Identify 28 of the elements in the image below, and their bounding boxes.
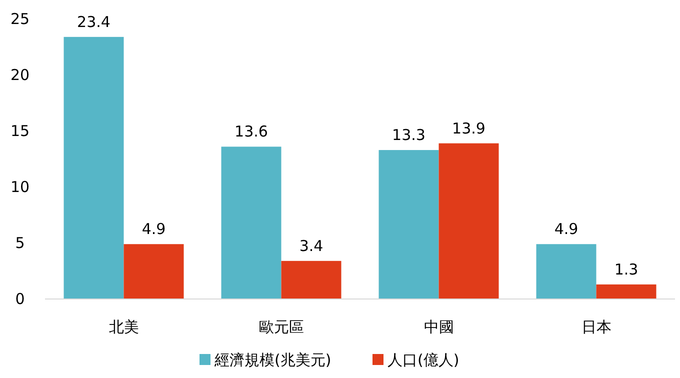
bar: [378, 150, 439, 299]
x-tick-label: 日本: [581, 318, 612, 336]
y-tick-label: 15: [10, 122, 30, 140]
bar: [596, 284, 656, 299]
x-tick-label: 北美: [108, 318, 139, 336]
data-label: 13.9: [452, 119, 486, 138]
data-label: 4.9: [554, 220, 578, 238]
data-label: 4.9: [142, 220, 166, 238]
legend-label: 人口(億人): [388, 351, 460, 369]
data-label: 3.4: [299, 236, 324, 255]
y-tick-label: 10: [10, 178, 30, 196]
bar: [438, 143, 499, 299]
bar: [64, 36, 124, 299]
bar: [281, 260, 342, 299]
data-label: 1.3: [614, 260, 638, 278]
y-tick-label: 0: [15, 290, 25, 308]
legend-label: 經濟規模(兆美元): [214, 351, 332, 369]
y-tick-label: 25: [10, 10, 30, 28]
x-tick-label: 中國: [424, 318, 454, 336]
data-label: 13.6: [234, 122, 268, 141]
data-label: 13.3: [392, 126, 426, 144]
y-tick-label: 20: [10, 66, 30, 84]
y-tick-label: 5: [15, 234, 25, 252]
x-tick-label: 歐元區: [258, 318, 304, 336]
bar: [124, 244, 184, 299]
bar: [221, 146, 282, 299]
data-label: 23.4: [77, 12, 110, 31]
bar: [536, 244, 596, 299]
